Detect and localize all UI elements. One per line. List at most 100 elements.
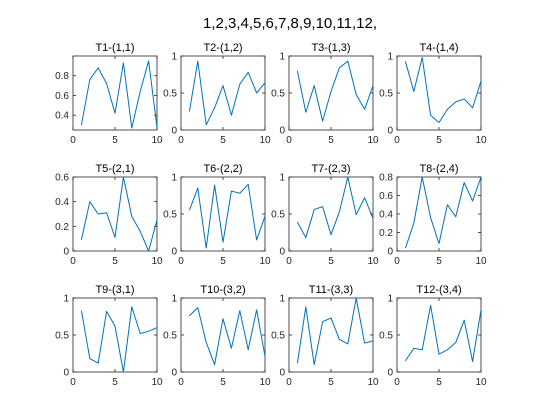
data-point xyxy=(189,315,190,316)
series-line xyxy=(404,304,482,363)
data-point xyxy=(89,358,90,359)
data-point xyxy=(339,67,340,68)
data-point xyxy=(405,248,406,249)
x-tick-label: 10 xyxy=(475,256,487,267)
data-point xyxy=(455,216,456,217)
y-tick-label: 0 xyxy=(171,368,177,379)
data-point xyxy=(256,309,257,310)
data-point xyxy=(356,297,357,298)
subplot-title: T9-(3,1) xyxy=(95,284,134,296)
data-point xyxy=(422,349,423,350)
x-tick-label: 10 xyxy=(367,377,379,388)
figure-title: 1,2,3,4,5,6,7,8,9,10,11,12, xyxy=(203,15,377,32)
series-line xyxy=(189,307,266,366)
series-line xyxy=(296,176,374,239)
data-point xyxy=(248,184,249,185)
data-point xyxy=(156,327,157,328)
data-point xyxy=(106,311,107,312)
y-tick-label: 0.5 xyxy=(379,331,393,342)
series-line xyxy=(296,60,374,122)
y-tick-label: 0 xyxy=(279,368,285,379)
subplot-8: T8-(2,4) 0 5 10 0 0.2 0.4 0.6 0.8 xyxy=(379,163,487,267)
x-tick-label: 0 xyxy=(178,377,184,388)
y-tick-label: 0.6 xyxy=(55,91,69,102)
data-point xyxy=(231,190,232,191)
data-point xyxy=(372,218,373,219)
data-point xyxy=(123,62,124,63)
data-point xyxy=(464,320,465,321)
x-tick-label: 10 xyxy=(475,377,487,388)
series-line xyxy=(296,297,374,366)
data-point xyxy=(131,127,132,128)
y-tick-label: 0.5 xyxy=(271,331,285,342)
data-point xyxy=(472,200,473,201)
x-tick-label: 0 xyxy=(286,377,292,388)
x-tick-label: 0 xyxy=(394,135,400,146)
data-point xyxy=(480,309,481,310)
y-tick-label: 0 xyxy=(171,126,177,137)
x-tick-label: 10 xyxy=(151,135,163,146)
data-point xyxy=(438,354,439,355)
data-point xyxy=(413,348,414,349)
subplot-1: T1-(1,1) 0 5 10 0.4 0.6 0.8 xyxy=(55,42,163,146)
y-tick-label: 1 xyxy=(63,294,69,305)
subplot-4: T4-(1,4) 0 5 10 0 0.5 1 xyxy=(379,42,487,146)
data-point xyxy=(248,72,249,73)
data-point xyxy=(148,60,149,61)
x-tick-label: 0 xyxy=(394,377,400,388)
data-point xyxy=(114,326,115,327)
data-point xyxy=(206,342,207,343)
data-point xyxy=(339,211,340,212)
data-point xyxy=(206,247,207,248)
subplot-title: T6-(2,2) xyxy=(203,163,242,175)
data-point xyxy=(364,109,365,110)
x-tick-label: 5 xyxy=(112,256,118,267)
data-point xyxy=(248,349,249,350)
data-point xyxy=(364,343,365,344)
data-point xyxy=(447,349,448,350)
data-point xyxy=(413,223,414,224)
y-tick-label: 0 xyxy=(63,247,69,258)
y-tick-label: 0.5 xyxy=(271,210,285,221)
data-point xyxy=(447,204,448,205)
x-tick-label: 5 xyxy=(220,256,226,267)
data-point xyxy=(189,111,190,112)
y-tick-label: 0.5 xyxy=(163,331,177,342)
data-point xyxy=(89,201,90,202)
x-tick-label: 0 xyxy=(70,377,76,388)
subplot-title: T11-(3,3) xyxy=(309,284,353,296)
y-tick-label: 0.4 xyxy=(55,111,69,122)
series-line xyxy=(80,306,158,373)
data-point xyxy=(222,242,223,243)
y-tick-label: 0 xyxy=(279,247,285,258)
subplot-grid: T1-(1,1)0 5 100.40.60.8T2-(1,2)0 5 1000.51T3… xyxy=(55,42,487,388)
data-point xyxy=(222,85,223,86)
series-line xyxy=(80,176,158,252)
subplot-2: T2-(1,2) 0 5 10 0 0.5 1 xyxy=(163,42,271,146)
data-point xyxy=(455,101,456,102)
y-tick-label: 0 xyxy=(279,126,285,137)
data-point xyxy=(347,343,348,344)
x-tick-label: 5 xyxy=(112,135,118,146)
x-tick-label: 0 xyxy=(178,135,184,146)
y-tick-label: 0.6 xyxy=(379,191,393,202)
x-tick-label: 5 xyxy=(436,256,442,267)
data-point xyxy=(339,339,340,340)
y-tick-label: 0.2 xyxy=(55,222,69,233)
data-point xyxy=(314,209,315,210)
y-tick-label: 0.4 xyxy=(379,210,393,221)
subplot-6: T6-(2,2) 0 5 10 0 0.5 1 xyxy=(163,163,271,267)
y-tick-label: 0.8 xyxy=(379,173,393,184)
series-line xyxy=(404,56,482,124)
x-tick-label: 10 xyxy=(367,256,379,267)
data-point xyxy=(347,176,348,177)
subplot-12: T12-(3,4) 0 5 10 0 0.5 1 xyxy=(379,284,487,388)
x-tick-label: 0 xyxy=(178,256,184,267)
data-point xyxy=(214,107,215,108)
subplot-title: T10-(3,2) xyxy=(200,284,245,296)
data-point xyxy=(140,231,141,232)
data-point xyxy=(81,124,82,125)
data-point xyxy=(330,317,331,318)
data-point xyxy=(314,85,315,86)
y-tick-label: 0 xyxy=(387,368,393,379)
